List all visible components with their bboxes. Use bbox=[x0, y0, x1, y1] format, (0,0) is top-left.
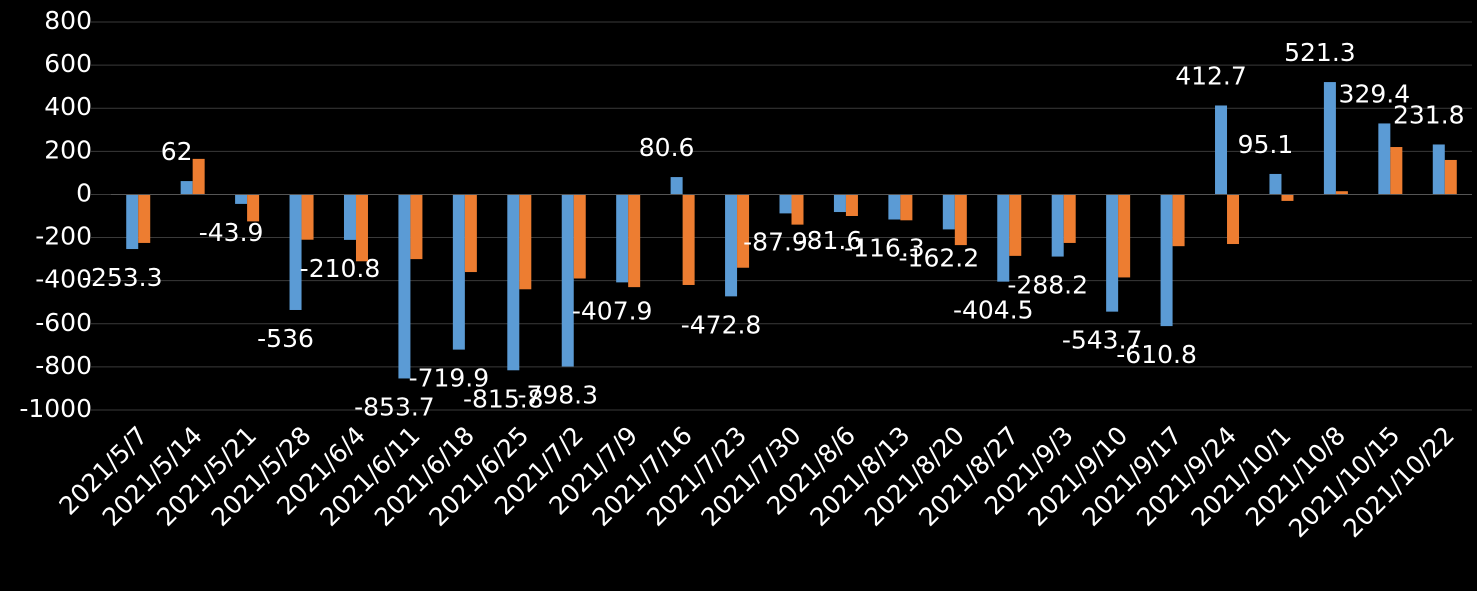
data-label: 329.4 bbox=[1339, 79, 1411, 108]
data-label: -815.8 bbox=[463, 384, 544, 413]
bar bbox=[1063, 194, 1076, 243]
data-label: 521.3 bbox=[1284, 38, 1356, 67]
y-tick-label: 600 bbox=[44, 49, 92, 78]
bar bbox=[1009, 194, 1022, 256]
data-label: -610.8 bbox=[1116, 340, 1197, 369]
data-label: -210.8 bbox=[300, 254, 381, 283]
bar bbox=[1215, 105, 1228, 195]
bar bbox=[1106, 194, 1119, 312]
bar bbox=[1323, 82, 1336, 195]
y-tick-label: -200 bbox=[35, 222, 92, 251]
y-tick-label: 200 bbox=[44, 135, 92, 164]
y-tick-label: -400 bbox=[35, 265, 92, 294]
y-tick-label: -800 bbox=[35, 351, 92, 380]
bar bbox=[452, 194, 465, 350]
bar bbox=[138, 194, 151, 243]
bar bbox=[1118, 194, 1131, 278]
bar bbox=[1335, 191, 1348, 195]
bar bbox=[845, 194, 858, 216]
data-label: -81.6 bbox=[798, 226, 863, 255]
data-label: 62 bbox=[161, 137, 193, 166]
data-label: -162.2 bbox=[899, 243, 980, 272]
bar bbox=[888, 194, 901, 220]
bar bbox=[1172, 194, 1185, 247]
data-label: -543.7 bbox=[1062, 326, 1143, 355]
data-label: -404.5 bbox=[953, 296, 1034, 325]
data-label: -407.9 bbox=[572, 296, 653, 325]
y-tick-label: 0 bbox=[76, 178, 92, 207]
bar bbox=[192, 158, 205, 195]
y-tick-label: -600 bbox=[35, 308, 92, 337]
bar bbox=[670, 177, 683, 195]
bar bbox=[464, 194, 477, 273]
data-label: -43.9 bbox=[199, 218, 264, 247]
bar bbox=[900, 194, 913, 221]
data-label: -87.9 bbox=[743, 227, 808, 256]
y-tick-label: -1000 bbox=[19, 394, 92, 423]
bar bbox=[791, 194, 804, 225]
data-label: -253.3 bbox=[82, 263, 163, 292]
data-label: 95.1 bbox=[1238, 130, 1294, 159]
data-label: -288.2 bbox=[1007, 271, 1088, 300]
y-tick-label: 800 bbox=[44, 6, 92, 35]
bar bbox=[628, 194, 641, 288]
bar bbox=[833, 194, 846, 213]
bar bbox=[343, 194, 356, 240]
data-label: -472.8 bbox=[681, 310, 762, 339]
data-label: 412.7 bbox=[1175, 61, 1247, 90]
data-label: -798.3 bbox=[517, 381, 598, 410]
bar bbox=[507, 194, 520, 371]
data-label: -116.3 bbox=[844, 234, 925, 263]
bar bbox=[779, 194, 792, 214]
bar bbox=[573, 194, 586, 279]
data-label: 231.8 bbox=[1393, 100, 1465, 129]
bar bbox=[289, 194, 302, 310]
bar bbox=[301, 194, 314, 240]
bar bbox=[180, 181, 193, 195]
y-tick-label: 400 bbox=[44, 92, 92, 121]
bar bbox=[616, 194, 629, 283]
data-label: -536 bbox=[257, 324, 314, 353]
bar bbox=[247, 194, 260, 222]
bar bbox=[1281, 194, 1294, 201]
bar bbox=[1432, 144, 1445, 195]
bar bbox=[725, 194, 738, 297]
bar bbox=[519, 194, 532, 290]
bar bbox=[737, 194, 750, 268]
bar bbox=[561, 194, 574, 367]
bar bbox=[355, 194, 368, 262]
bar bbox=[398, 194, 411, 379]
bar bbox=[997, 194, 1010, 282]
data-label: 80.6 bbox=[639, 133, 695, 162]
bar bbox=[235, 194, 248, 204]
bar bbox=[410, 194, 423, 260]
bar bbox=[942, 194, 955, 230]
bar bbox=[1444, 159, 1457, 195]
data-label: -853.7 bbox=[354, 392, 435, 421]
bar bbox=[954, 194, 967, 246]
bar bbox=[1051, 194, 1064, 257]
bar bbox=[1390, 147, 1403, 195]
data-label: -719.9 bbox=[409, 364, 490, 393]
bar bbox=[1160, 194, 1173, 327]
bar bbox=[1227, 194, 1240, 245]
bar bbox=[1378, 123, 1391, 195]
bar bbox=[1269, 173, 1282, 195]
bar bbox=[126, 194, 139, 250]
bar bbox=[682, 194, 695, 285]
